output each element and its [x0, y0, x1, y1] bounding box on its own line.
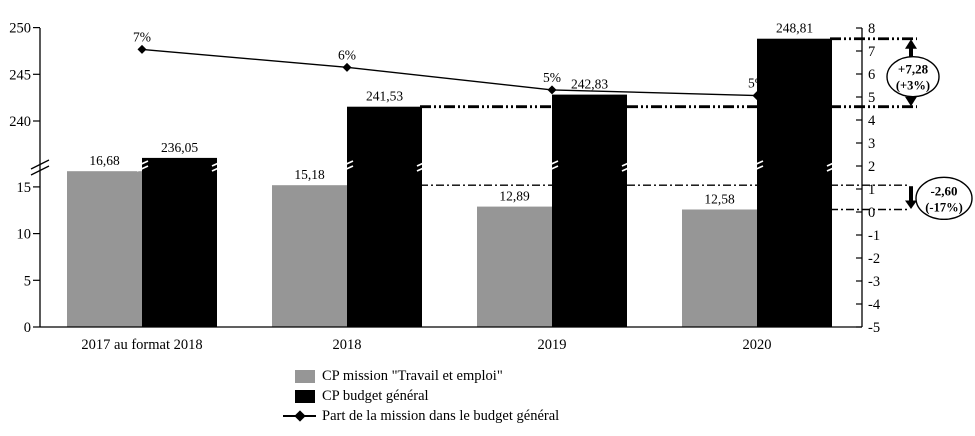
left-axis-label-250: 250 — [9, 21, 31, 37]
bar-break-mark — [136, 165, 149, 172]
right-axis-label--5: -5 — [868, 320, 880, 336]
legend-line-diamond-icon — [283, 409, 316, 422]
right-axis-label-0: 0 — [868, 205, 875, 221]
x-axis-label-2018: 2018 — [333, 337, 362, 353]
value-label-budget-2019: 242,83 — [571, 77, 608, 92]
legend-label-part-mission: Part de la mission dans le budget généra… — [322, 408, 560, 424]
x-axis-label-2020: 2020 — [743, 337, 772, 353]
bar-break-mark — [751, 165, 764, 172]
legend-swatch-gray-square — [295, 369, 315, 383]
right-axis-label-2: 2 — [868, 159, 875, 175]
value-label-budget-2017 au format 2018: 236,05 — [161, 140, 198, 155]
legend-item-cp-mission: CP mission "Travail et emploi" — [283, 366, 559, 386]
annotation-text-budget-change: +7,28 — [898, 62, 929, 77]
bar-cp-mission-2020 — [682, 209, 757, 327]
bar-break-mark — [416, 160, 429, 167]
value-label-mission-2018: 15,18 — [294, 167, 325, 182]
bar-break-mark — [211, 165, 224, 172]
axis-break-mark — [30, 165, 50, 176]
left-axis-label-245: 245 — [9, 67, 31, 83]
bar-break-mark — [751, 160, 764, 167]
bar-cp-mission-2018 — [272, 185, 347, 327]
left-axis-label-5: 5 — [24, 273, 31, 289]
bar-cp-budget-general-2019 — [552, 94, 627, 327]
value-label-budget-2018: 241,53 — [366, 89, 403, 104]
trend-line-part-mission — [141, 48, 758, 97]
bar-break-mark — [621, 160, 634, 167]
trend-point-2017 au format 2018 — [137, 44, 147, 54]
right-axis-label--4: -4 — [868, 297, 881, 313]
value-label-budget-2020: 248,81 — [776, 21, 813, 36]
annotation-text-mission-change: -2,60 — [930, 183, 957, 198]
bar-cp-budget-general-2020 — [757, 38, 832, 327]
trend-point-2020 — [752, 91, 762, 101]
arrow-down-icon — [905, 96, 917, 107]
value-label-mission-2020: 12,58 — [704, 192, 735, 207]
bar-break-mark — [826, 165, 839, 172]
annotation-arrow-shaft — [909, 186, 913, 201]
right-axis-label-3: 3 — [868, 136, 875, 152]
left-axis-label-10: 10 — [17, 227, 32, 243]
bar-break-mark — [211, 160, 224, 167]
bar-break-mark — [341, 165, 354, 172]
right-axis-label-1: 1 — [868, 182, 875, 198]
annotation-oval-budget-change — [886, 56, 940, 98]
legend-label-cp-budget-general: CP budget général — [322, 388, 429, 404]
right-axis-label-6: 6 — [868, 67, 875, 83]
bar-break-mark — [136, 160, 149, 167]
right-axis-label-8: 8 — [868, 21, 875, 37]
trend-point-2018 — [342, 62, 352, 72]
bar-break-mark — [341, 160, 354, 167]
x-axis-label-2017 au format 2018: 2017 au format 2018 — [81, 337, 202, 353]
line-point-label-2019: 5% — [543, 70, 561, 85]
diamond-marker-icon — [294, 409, 306, 422]
bar-cp-mission-2019 — [477, 206, 552, 327]
left-axis-label-0: 0 — [24, 320, 31, 336]
right-axis-label-7: 7 — [868, 44, 875, 60]
chart-legend: CP mission "Travail et emploi" CP budget… — [283, 366, 559, 426]
right-axis-label-5: 5 — [868, 90, 875, 106]
axis-break-mark — [30, 159, 50, 170]
value-label-mission-2017 au format 2018: 16,68 — [89, 153, 120, 168]
bar-cp-budget-general-2018 — [347, 106, 422, 327]
bar-break-mark — [826, 160, 839, 167]
bar-break-mark — [546, 165, 559, 172]
bar-cp-budget-general-2017 au format 2018 — [142, 157, 217, 327]
right-axis-label--1: -1 — [868, 228, 880, 244]
x-axis-label-2019: 2019 — [538, 337, 567, 353]
annotation-text-mission-change-pct: (-17%) — [925, 200, 963, 214]
value-label-mission-2019: 12,89 — [499, 189, 530, 204]
line-point-label-2017 au format 2018: 7% — [133, 29, 151, 44]
arrow-down-icon — [905, 200, 917, 210]
legend-label-cp-mission: CP mission "Travail et emploi" — [322, 368, 503, 384]
left-axis-label-15: 15 — [17, 180, 32, 196]
legend-item-part-mission: Part de la mission dans le budget généra… — [283, 406, 559, 426]
right-axis-label-4: 4 — [868, 113, 876, 129]
legend-item-cp-budget-general: CP budget général — [283, 386, 559, 406]
arrow-up-icon — [905, 39, 917, 49]
bar-break-mark — [416, 165, 429, 172]
right-axis-label--3: -3 — [868, 274, 880, 290]
annotation-oval-mission-change — [915, 176, 973, 221]
bar-break-mark — [546, 160, 559, 167]
bar-cp-mission-2017 au format 2018 — [67, 171, 142, 327]
line-point-label-2018: 6% — [338, 47, 356, 62]
legend-swatch-black-square — [295, 389, 315, 403]
annotation-text-budget-change-pct: (+3%) — [896, 79, 930, 93]
trend-point-2019 — [547, 85, 557, 95]
left-axis-label-240: 240 — [9, 114, 31, 130]
right-axis-label--2: -2 — [868, 251, 880, 267]
bar-break-mark — [621, 165, 634, 172]
